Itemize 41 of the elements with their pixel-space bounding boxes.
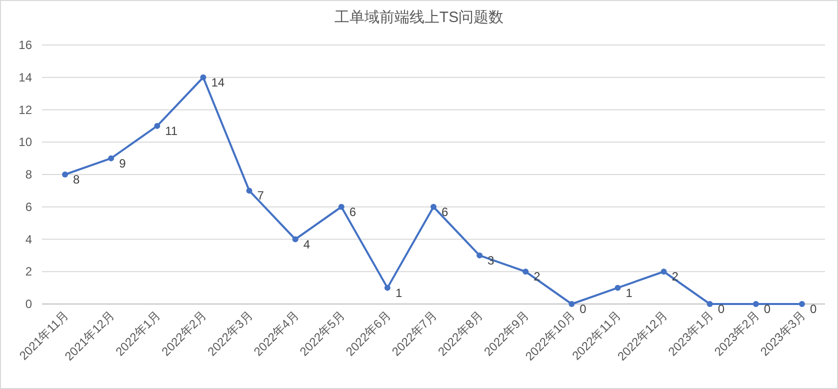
y-tick-label: 4 [25,232,32,246]
chart-title: 工单域前端线上TS问题数 [334,9,504,26]
y-tick-label: 16 [18,38,32,52]
data-label: 1 [626,286,633,300]
data-label: 0 [718,302,725,316]
point [200,74,206,80]
y-tick-label: 14 [18,70,32,84]
data-label: 6 [442,204,448,219]
data-label: 0 [764,302,771,316]
point [338,204,344,210]
point [246,188,252,194]
point [430,204,436,210]
data-label: 0 [810,302,817,316]
point [292,236,298,242]
point [154,122,160,129]
y-tick-label: 8 [25,168,32,182]
data-label: 11 [165,124,178,138]
point [384,284,390,291]
point [476,252,483,258]
point [614,284,621,291]
data-label: 8 [73,172,80,186]
y-tick-label: 6 [25,200,32,214]
y-tick-label: 2 [25,264,32,279]
point [522,268,529,275]
data-label: 0 [580,302,587,316]
data-label: 6 [349,204,356,219]
data-label: 14 [211,75,225,90]
point [752,301,759,307]
data-label: 4 [303,237,310,252]
y-tick-label: 10 [18,135,32,150]
point [798,301,805,307]
point [660,268,667,275]
y-tick-label: 12 [18,102,32,117]
data-label: 9 [119,156,126,170]
data-label: 7 [257,188,264,203]
point [62,172,68,178]
y-tick-label: 0 [25,297,32,311]
point [706,301,713,307]
point [108,155,114,162]
point [568,301,575,307]
data-label: 1 [395,286,402,300]
